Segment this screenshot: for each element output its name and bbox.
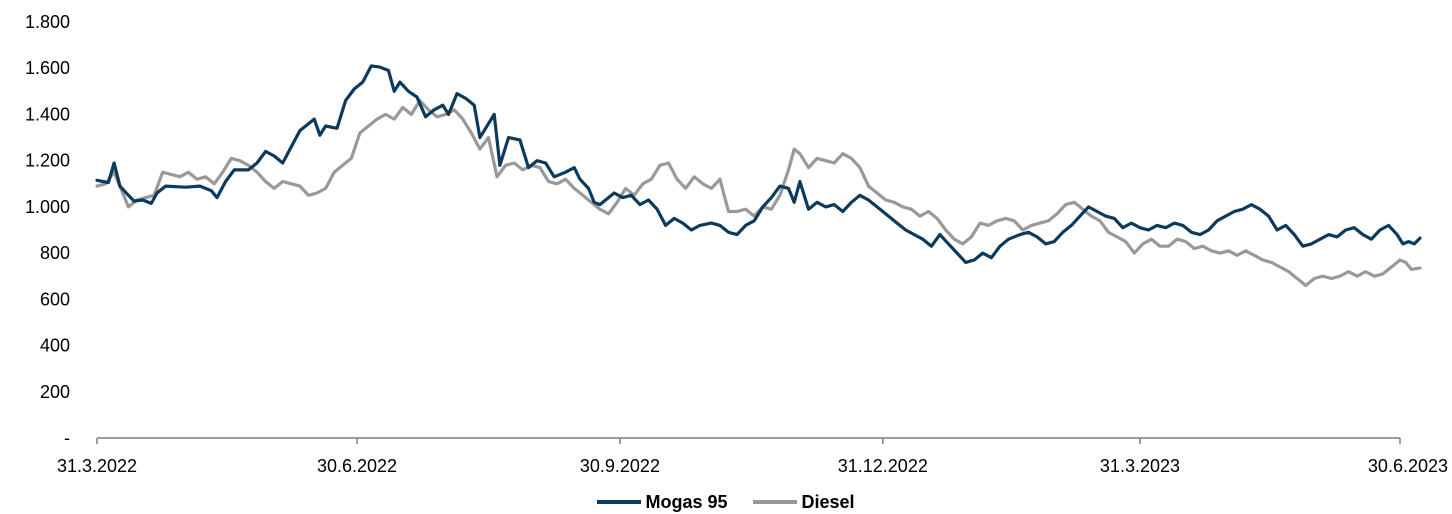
y-tick-label: - [64,428,70,448]
y-tick-label: 1.000 [25,197,70,217]
y-tick-label: 400 [40,336,70,356]
y-tick-label: 1.400 [25,104,70,124]
y-tick-label: 200 [40,382,70,402]
legend-swatch [753,500,798,504]
y-tick-label: 1.800 [25,12,70,32]
y-tick-label: 800 [40,243,70,263]
x-tick-label: 31.3.2022 [57,456,137,476]
series-line-mogas-95 [95,64,1422,264]
series-lines [95,64,1422,288]
y-tick-label: 1.600 [25,58,70,78]
legend-label: Mogas 95 [645,491,728,512]
legend-item: Diesel [753,491,855,513]
x-tick-label: 30.6.2023 [1368,456,1448,476]
x-tick-label: 31.12.2022 [838,456,928,476]
y-tick-label: 600 [40,289,70,309]
legend-swatch [597,500,642,504]
x-axis: 31.3.2022 30.6.2022 30.9.2022 31.12.2022 31.… [57,437,1448,476]
series-line-diesel [95,99,1422,288]
legend-item: Mogas 95 [597,492,727,513]
x-tick-label: 30.9.2022 [580,456,660,476]
y-axis-tick-labels: - 200 400 600 800 1.000 1.200 1.400 1.600 1.800 [25,12,70,448]
y-tick-label: 1.200 [25,151,70,171]
legend: Mogas 95 Diesel [0,490,1452,514]
x-tick-label: 31.3.2023 [1100,456,1180,476]
x-tick-label: 30.6.2022 [317,456,397,476]
legend-label: Diesel [801,491,855,512]
